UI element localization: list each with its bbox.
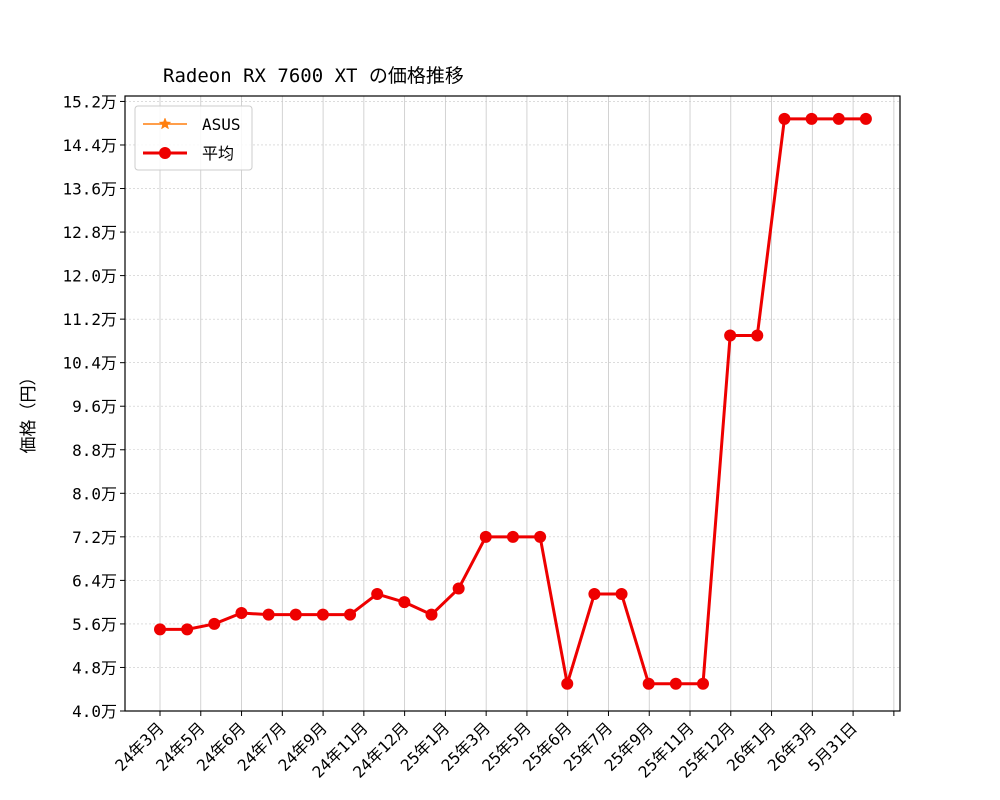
average-point [642, 677, 655, 690]
y-tick-label: 14.4万 [62, 136, 117, 155]
average-point [724, 329, 737, 342]
average-point [588, 587, 601, 600]
average-point [615, 587, 628, 600]
y-tick-label: 9.6万 [72, 397, 117, 416]
y-tick-label: 12.0万 [62, 267, 117, 286]
average-point [289, 608, 302, 621]
y-tick-label: 10.4万 [62, 354, 117, 373]
average-point [452, 582, 465, 595]
average-point [398, 596, 411, 609]
x-axis: 24年3月24年5月24年6月24年7月24年9月24年11月24年12月25年… [111, 711, 895, 782]
y-tick-label: 5.6万 [72, 615, 117, 634]
average-point [208, 617, 221, 630]
y-tick-label: 4.8万 [72, 658, 117, 677]
average-point [751, 329, 764, 342]
y-tick-label: 11.2万 [62, 310, 117, 329]
legend-asus-star-marker [158, 117, 172, 130]
average-point [561, 677, 574, 690]
average-point [805, 112, 818, 125]
y-tick-label: 8.8万 [72, 441, 117, 460]
average-point [371, 587, 384, 600]
average-series-line [160, 117, 866, 686]
legend-average-label: 平均 [202, 144, 234, 163]
plot-frame [124, 95, 901, 712]
y-tick-label: 15.2万 [62, 92, 117, 111]
grid-lines [125, 96, 900, 712]
average-point [506, 530, 519, 543]
average-point [425, 608, 438, 621]
y-tick-label: 4.0万 [72, 702, 117, 721]
y-tick-label: 13.6万 [62, 180, 117, 199]
average-point [832, 112, 845, 125]
average-point [316, 608, 329, 621]
average-point [534, 530, 547, 543]
y-axis: 4.0万 4.8万 5.6万 6.4万 7.2万 8.0万 8.8万 9.6万 10.4万 11.… [62, 92, 125, 721]
y-tick-label: 8.0万 [72, 484, 117, 503]
asus-series-line [160, 118, 866, 685]
average-point [778, 112, 791, 125]
average-point [669, 677, 682, 690]
legend-average-marker [159, 147, 171, 159]
average-point [235, 607, 248, 620]
legend-asus-label: ASUS [202, 115, 241, 134]
legend: ASUS 平均 [134, 105, 253, 171]
average-point [154, 623, 166, 636]
average-point [181, 623, 194, 636]
average-point [344, 608, 357, 621]
y-tick-label: 6.4万 [72, 571, 117, 590]
average-point [262, 608, 275, 621]
average-point [859, 112, 872, 125]
y-axis-label: 価格（円） [19, 369, 39, 454]
average-point [479, 530, 492, 543]
y-tick-label: 7.2万 [72, 528, 117, 547]
chart-title: Radeon RX 7600 XT の価格推移 [163, 65, 464, 87]
average-point [697, 677, 709, 690]
series-layer [154, 112, 872, 690]
y-tick-label: 12.8万 [62, 223, 117, 242]
